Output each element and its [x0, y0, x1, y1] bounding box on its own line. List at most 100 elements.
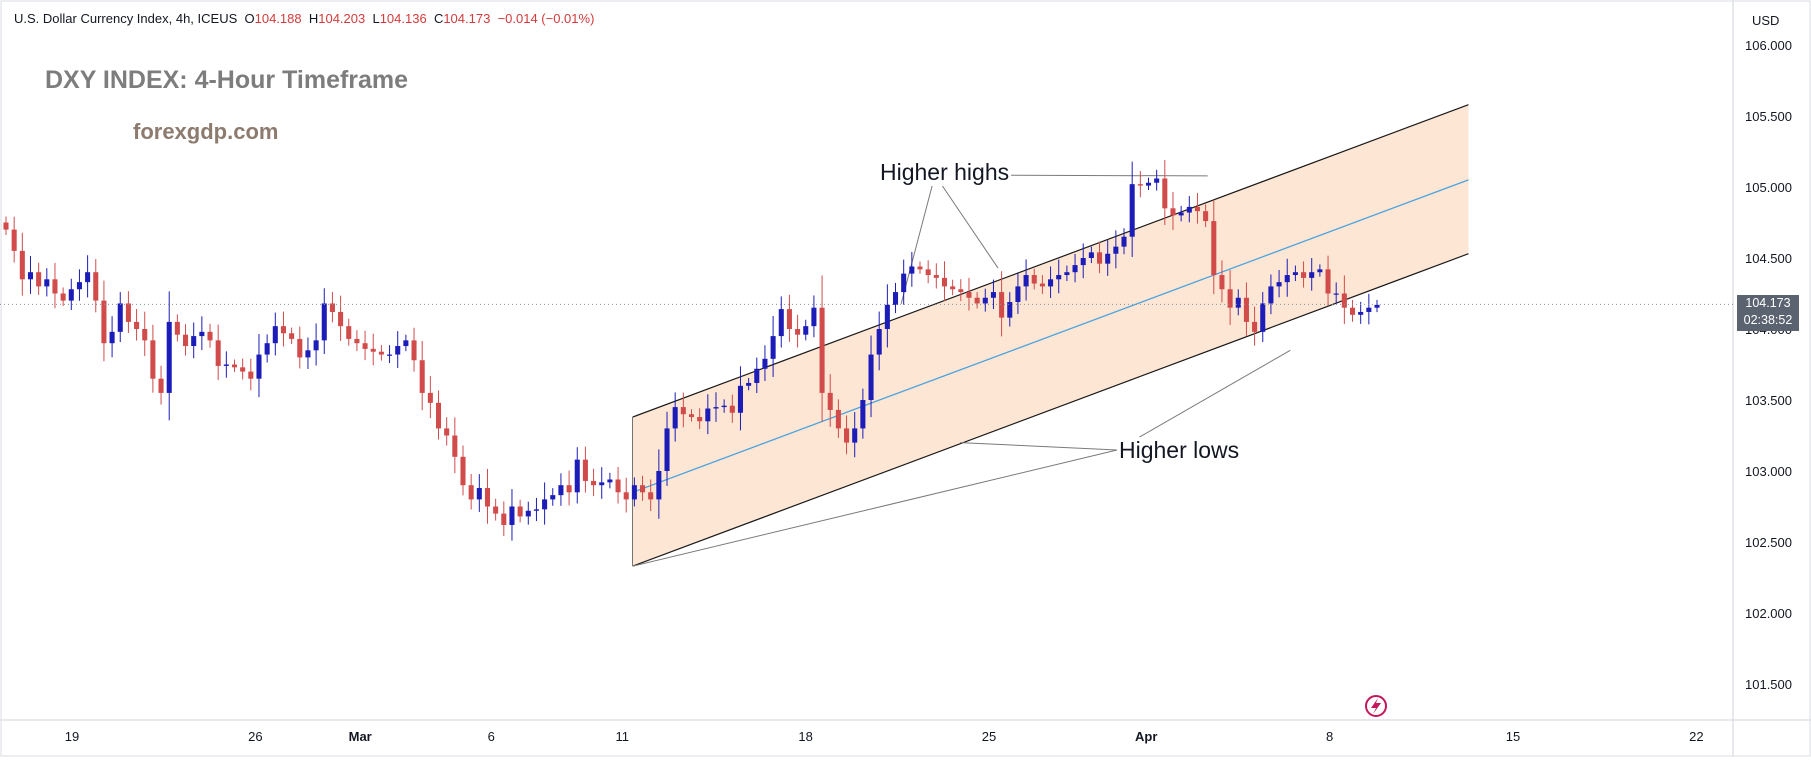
candle-body — [1309, 272, 1315, 278]
candle-body — [240, 367, 246, 372]
candle-body — [640, 485, 646, 493]
candle-body — [166, 321, 172, 393]
low-value: 104.136 — [379, 11, 427, 26]
candle-body — [1097, 252, 1103, 264]
x-tick-label: 15 — [1506, 729, 1520, 744]
candle-body — [1137, 184, 1143, 186]
candle-body — [125, 303, 131, 322]
candle-body — [525, 510, 531, 517]
y-tick-label: 102.000 — [1745, 606, 1792, 621]
high-value: 104.203 — [318, 11, 366, 26]
candle-body — [289, 333, 295, 339]
candle-body — [378, 351, 384, 355]
lightning-icon[interactable] — [1365, 695, 1387, 717]
candles — [3, 159, 1380, 541]
candle-body — [1113, 246, 1119, 254]
candle-body — [941, 277, 948, 287]
candle-body — [207, 331, 213, 341]
candle-body — [264, 343, 270, 355]
candle-body — [109, 331, 115, 344]
candle-body — [427, 392, 433, 403]
y-tick-label: 103.000 — [1745, 464, 1792, 479]
channel-lower-line — [632, 253, 1469, 567]
candle-body — [272, 326, 278, 344]
candle-body — [1162, 178, 1168, 209]
candle-body — [803, 326, 809, 335]
candle-body — [1333, 293, 1339, 295]
candle-body — [672, 407, 678, 429]
candle-body — [925, 269, 931, 276]
candle-body — [566, 485, 572, 493]
candle-body — [493, 506, 499, 514]
candle-body — [68, 289, 74, 301]
candle-body — [786, 309, 792, 329]
candle-body — [958, 289, 964, 293]
candle-body — [795, 329, 801, 335]
candle-body — [1292, 272, 1298, 276]
candle-body — [44, 279, 50, 287]
candle-body — [1276, 282, 1282, 287]
candle-body — [729, 405, 735, 413]
candle-body — [1252, 321, 1258, 332]
candle-body — [982, 297, 988, 304]
y-tick-label: 101.500 — [1745, 677, 1792, 692]
chart-title: DXY INDEX: 4-Hour Timeframe — [45, 66, 409, 94]
candle-body — [158, 378, 164, 393]
candle-body — [574, 459, 580, 493]
candle-body — [550, 495, 556, 500]
candle-body — [933, 275, 939, 278]
candle-body — [1039, 283, 1045, 287]
candle-body — [1031, 275, 1037, 284]
candle-body — [60, 293, 66, 301]
candle-body — [517, 506, 523, 517]
candle-body — [950, 286, 956, 290]
close-label: C — [433, 11, 444, 26]
candle-body — [411, 340, 417, 361]
candle-body — [770, 336, 776, 359]
candle-body — [476, 488, 482, 500]
candle-body — [1358, 311, 1364, 315]
candle-body — [623, 492, 629, 500]
candle-body — [460, 456, 466, 486]
currency-label[interactable]: USD — [1752, 13, 1780, 28]
candle-body — [917, 266, 923, 270]
candle-body — [1349, 307, 1356, 315]
candle-body — [174, 321, 180, 335]
candle-body — [1211, 221, 1217, 276]
x-tick-label: Apr — [1135, 729, 1157, 744]
candle-body — [778, 309, 784, 337]
candle-body — [1121, 236, 1127, 247]
candle-body — [1186, 206, 1192, 213]
candle-body — [688, 414, 695, 418]
candle-body — [484, 488, 491, 507]
candle-body — [395, 346, 401, 355]
candle-body — [648, 492, 654, 500]
candle-body — [19, 250, 25, 280]
x-tick-label: 22 — [1689, 729, 1703, 744]
candle-body — [1219, 275, 1225, 290]
candle-body — [191, 336, 197, 347]
candle-body — [1268, 286, 1274, 304]
candle-body — [974, 297, 980, 304]
higher-lows-pointer — [632, 449, 1118, 567]
higher-lows-label[interactable]: Higher lows — [1117, 437, 1242, 464]
candle-body — [297, 338, 303, 358]
channel-midline — [632, 179, 1469, 493]
candle-body — [76, 282, 82, 290]
candle-body — [819, 307, 825, 393]
candle-body — [1203, 211, 1209, 222]
candle-body — [884, 304, 890, 329]
candle-body — [558, 485, 564, 496]
candle-body — [509, 506, 515, 525]
candle-body — [754, 368, 760, 383]
candle-body — [1007, 302, 1013, 318]
candle-body — [1243, 297, 1249, 322]
candle-body — [1260, 303, 1266, 332]
candle-body — [542, 499, 548, 510]
higher-highs-label[interactable]: Higher highs — [878, 159, 1012, 186]
candle-body — [631, 485, 637, 500]
candle-body — [909, 266, 915, 274]
